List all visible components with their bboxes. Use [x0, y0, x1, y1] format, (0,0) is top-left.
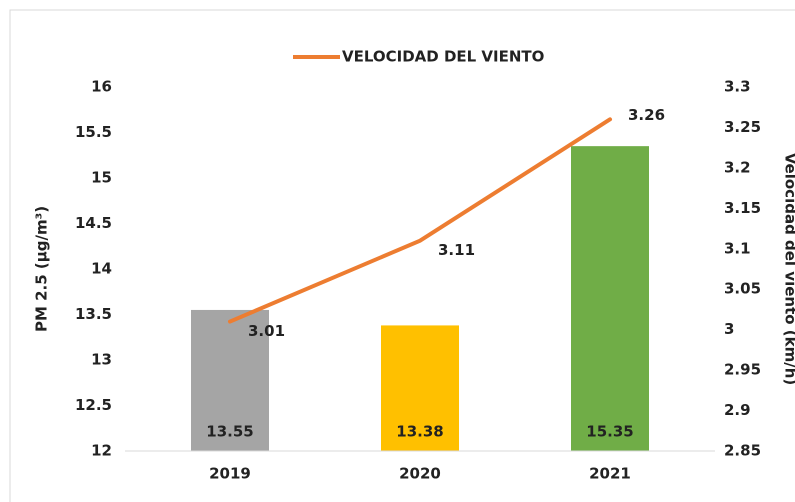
y-axis-label: PM 2.5 (µg/m³) [33, 206, 51, 332]
line-data-label: 3.26 [628, 106, 665, 124]
y2-tick-label: 3.25 [724, 118, 761, 136]
bar [191, 309, 269, 451]
line-series [228, 117, 612, 324]
y2-tick-label: 3 [724, 320, 734, 338]
y-tick-label: 13 [91, 351, 112, 369]
y2-tick-label: 3.3 [724, 78, 751, 96]
y-tick-label: 13.5 [75, 305, 112, 323]
y-tick-label: 16 [91, 78, 112, 96]
y-tick-label: 14 [91, 260, 112, 278]
x-tick-label: 2020 [399, 465, 441, 483]
data-label: 13.55 [206, 423, 253, 441]
x-tick-label: 2021 [589, 465, 631, 483]
line-data-label: 3.01 [248, 322, 285, 340]
bar [381, 325, 459, 451]
legend-label: VELOCIDAD DEL VIENTO [342, 48, 544, 66]
y2-tick-label: 3.1 [724, 239, 751, 257]
y2-tick-label: 2.95 [724, 361, 761, 379]
y-tick-label: 14.5 [75, 214, 112, 232]
y2-tick-label: 3.2 [724, 158, 751, 176]
y2-tick-label: 3.15 [724, 199, 761, 217]
y2-axis-label: Velocidad del viento (km/h) [782, 153, 795, 385]
y-tick-label: 15 [91, 169, 112, 187]
x-tick-label: 2019 [209, 465, 251, 483]
data-label: 15.35 [586, 423, 633, 441]
y2-tick-label: 2.85 [724, 442, 761, 460]
y-tick-label: 12 [91, 442, 112, 460]
y2-tick-label: 3.05 [724, 280, 761, 298]
line-data-label: 3.11 [438, 241, 475, 259]
data-label: 13.38 [396, 423, 443, 441]
bar [571, 146, 649, 451]
y2-tick-label: 2.9 [724, 401, 751, 419]
y-tick-label: 12.5 [75, 396, 112, 414]
y-tick-label: 15.5 [75, 123, 112, 141]
